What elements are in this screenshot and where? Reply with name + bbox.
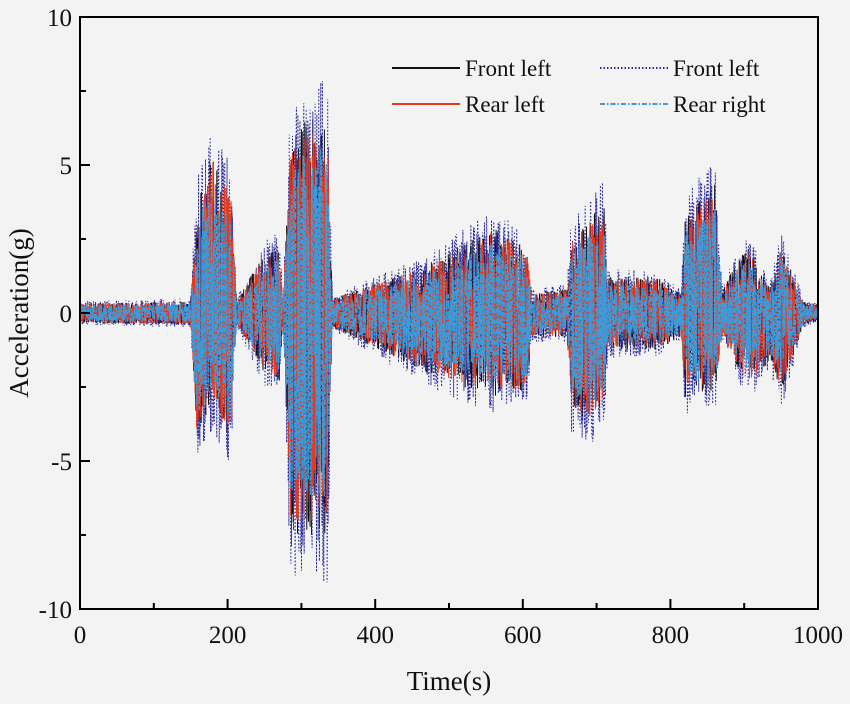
y-axis-label: Acceleration(g) [4, 228, 34, 397]
x-tick-label: 1000 [793, 622, 843, 649]
legend-item: Rear left [392, 92, 545, 117]
y-tick-labels: 10 5 0 -5 -10 [39, 5, 72, 624]
legend-item: Rear right [600, 92, 766, 117]
legend: Front left Front left Rear left Rear right [392, 56, 766, 117]
legend-label: Front left [465, 56, 552, 81]
y-tick-label: 5 [60, 153, 73, 180]
x-tick-label: 600 [504, 622, 542, 649]
series-line-4 [79, 149, 819, 497]
legend-item: Front left [392, 56, 552, 81]
y-tick-label: 0 [60, 301, 73, 328]
legend-item: Front left [600, 56, 760, 81]
legend-label: Rear left [465, 92, 545, 117]
x-tick-label: 800 [652, 622, 690, 649]
y-tick-label: -5 [51, 449, 72, 476]
legend-label: Front left [673, 56, 760, 81]
y-tick-label: -10 [39, 597, 72, 624]
legend-label: Rear right [673, 92, 766, 117]
x-tick-label: 0 [74, 622, 87, 649]
x-tick-label: 400 [356, 622, 394, 649]
x-tick-labels: 0 200 400 600 800 1000 [74, 622, 843, 649]
ticks [79, 16, 819, 610]
series-layer [79, 81, 819, 583]
x-tick-label: 200 [209, 622, 247, 649]
x-axis-label: Time(s) [407, 666, 492, 696]
y-tick-label: 10 [47, 5, 72, 32]
